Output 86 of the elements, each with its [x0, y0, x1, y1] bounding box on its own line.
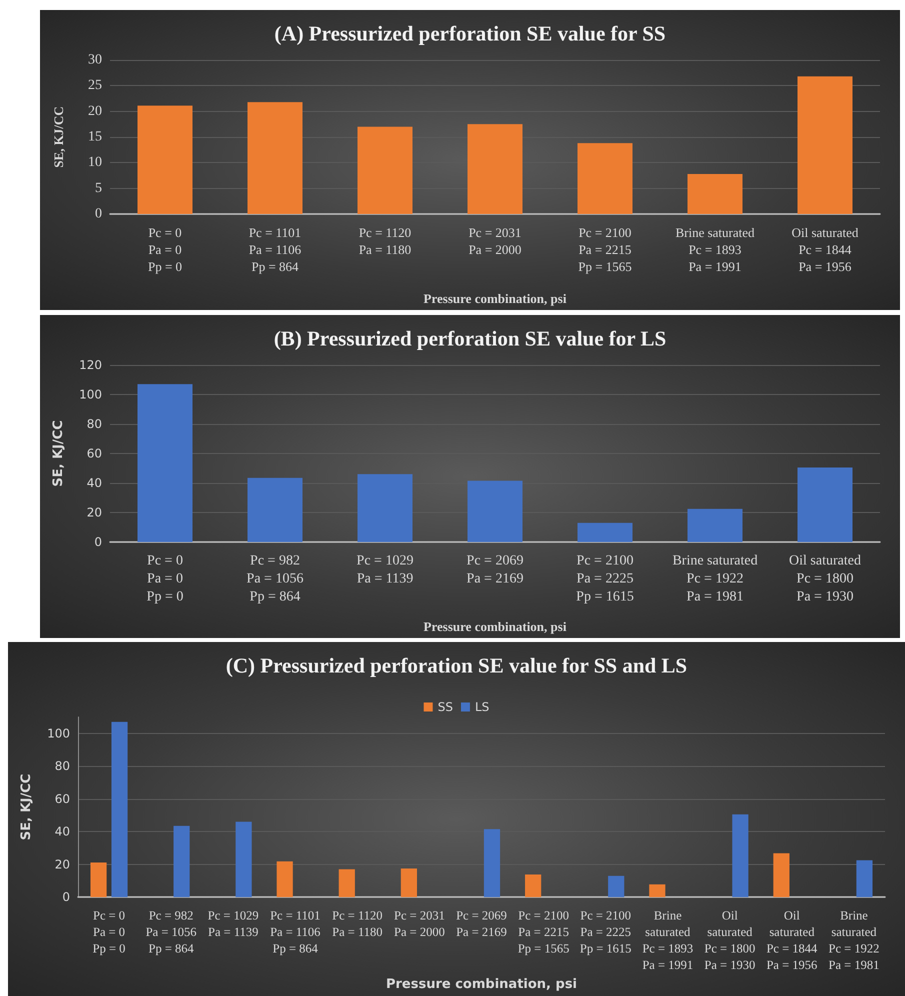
- bar: [138, 384, 192, 542]
- bar: [468, 480, 522, 542]
- y-tick-label: 100: [79, 388, 102, 402]
- x-tick-label: Brine saturated Pc = 1922 Pa = 1981: [672, 554, 758, 604]
- y-axis-title: SE, KJ/CC: [19, 774, 34, 840]
- y-tick-label: 0: [62, 890, 70, 904]
- x-tick-label: Pc = 982 Pa = 1056 Pp = 864: [146, 908, 197, 956]
- x-tick-label: Pc = 2031 Pa = 2000: [394, 908, 445, 939]
- x-tick-label: Pc = 1120 Pa = 1180: [332, 908, 383, 939]
- y-tick-label: 120: [79, 358, 102, 372]
- x-tick-label: Oil saturated Pc = 1800 Pa = 1930: [789, 554, 861, 604]
- x-tick-label: Pc = 982 Pa = 1056 Pp = 864: [246, 554, 304, 604]
- y-tick-label: 30: [88, 52, 102, 68]
- x-tick-label: Pc = 0 Pa = 0 Pp = 0: [148, 225, 182, 274]
- bar: [400, 868, 417, 898]
- x-axis-title: Pressure combination, psi: [424, 291, 567, 306]
- x-axis-title: Pressure combination, psi: [386, 977, 578, 992]
- y-tick-label: 0: [95, 206, 102, 222]
- x-tick-label: Oil saturated Pc = 1800 Pa = 1930: [704, 908, 756, 972]
- bar: [236, 822, 252, 898]
- x-tick-label: Pc = 2069 Pa = 2169: [466, 554, 524, 586]
- bar: [856, 860, 873, 898]
- x-tick-label: Pc = 1101 Pa = 1106 Pp = 864: [248, 225, 302, 274]
- bar: [578, 522, 632, 542]
- x-tick-label: Pc = 2100 Pa = 2215 Pp = 1565: [578, 225, 632, 274]
- y-axis-title: SE, KJ/CC: [51, 420, 66, 487]
- x-tick-label: Oil saturated Pc = 1844 Pa = 1956: [792, 225, 859, 274]
- bar: [688, 508, 742, 542]
- x-tick-label: Pc = 2100 Pa = 2215 Pp = 1565: [518, 908, 570, 956]
- bar: [468, 124, 522, 214]
- y-tick-label: 15: [88, 130, 102, 144]
- y-tick-label: 20: [54, 857, 70, 872]
- x-tick-label: Pc = 2031 Pa = 2000: [468, 225, 522, 257]
- chart-title: (C) Pressurized perforation SE value for SS and LS: [226, 654, 688, 678]
- bar: [484, 829, 500, 898]
- y-tick-label: 100: [47, 726, 70, 740]
- y-tick-label: 20: [86, 506, 102, 520]
- chart-title: (B) Pressurized perforation SE value for LS: [274, 326, 666, 350]
- x-tick-label: Brine saturated Pc = 1893 Pa = 1991: [675, 225, 756, 274]
- x-axis-title: Pressure combination, psi: [424, 619, 567, 634]
- x-tick-label: Pc = 0 Pa = 0 Pp = 0: [146, 554, 184, 604]
- bar: [338, 869, 355, 898]
- bar: [90, 862, 107, 898]
- y-tick-label: 80: [86, 417, 102, 431]
- y-tick-label: 60: [54, 792, 70, 806]
- y-tick-label: 0: [94, 535, 102, 549]
- bar: [798, 468, 852, 542]
- y-tick-label: 40: [86, 476, 102, 490]
- y-tick-label: 5: [95, 180, 102, 196]
- x-tick-label: Brine saturated Pc = 1922 Pa = 1981: [828, 908, 880, 972]
- bar: [578, 143, 632, 214]
- y-tick-label: 20: [88, 104, 102, 119]
- bar: [358, 474, 412, 542]
- bar: [174, 826, 190, 898]
- bar: [732, 814, 748, 898]
- x-tick-label: Pc = 2069 Pa = 2169: [456, 908, 507, 939]
- bar: [608, 876, 624, 898]
- x-tick-label: Pc = 1101 Pa = 1106 Pp = 864: [270, 908, 320, 956]
- y-tick-label: 40: [54, 824, 70, 839]
- y-tick-label: 25: [88, 78, 102, 94]
- x-tick-label: Oil saturated Pc = 1844 Pa = 1956: [766, 908, 818, 972]
- bar: [248, 102, 302, 214]
- bar: [358, 126, 412, 214]
- legend-label: SS: [438, 700, 453, 714]
- legend-label: LS: [474, 700, 490, 714]
- bar: [688, 174, 742, 214]
- bar: [276, 861, 293, 898]
- bar: [773, 853, 790, 898]
- y-tick-label: 80: [54, 759, 70, 774]
- y-tick-label: 10: [88, 155, 102, 170]
- x-tick-label: Pc = 2100 Pa = 2225 Pp = 1615: [580, 908, 632, 956]
- x-tick-label: Pc = 0 Pa = 0 Pp = 0: [92, 908, 126, 956]
- x-tick-label: Brine saturated Pc = 1893 Pa = 1991: [642, 908, 694, 972]
- chart-title: (A) Pressurized perforation SE value for SS: [274, 22, 666, 46]
- x-tick-label: Pc = 1029 Pa = 1139: [208, 908, 259, 939]
- x-tick-label: Pc = 1120 Pa = 1180: [358, 225, 412, 257]
- bar: [138, 106, 192, 214]
- bar: [798, 76, 852, 214]
- x-tick-label: Pc = 1029 Pa = 1139: [356, 554, 414, 586]
- bar: [248, 478, 302, 542]
- y-axis-title: SE, KJ/CC: [51, 106, 66, 168]
- x-tick-label: Pc = 2100 Pa = 2225 Pp = 1615: [576, 554, 634, 604]
- bar: [111, 722, 128, 898]
- bar: [525, 874, 542, 898]
- bar: [649, 884, 666, 898]
- y-tick-label: 60: [86, 446, 102, 460]
